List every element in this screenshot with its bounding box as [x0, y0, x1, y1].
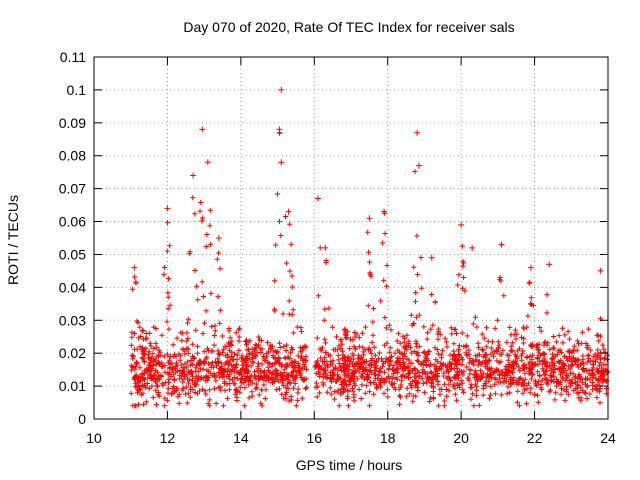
x-tick-label: 10 — [86, 430, 102, 446]
peak-point-marker — [164, 205, 171, 212]
y-tick-label: 0.03 — [59, 312, 86, 328]
peak-point-marker — [199, 126, 206, 133]
peak-point-marker — [546, 261, 553, 268]
chart-title: Day 070 of 2020, Rate Of TEC Index for r… — [183, 19, 514, 35]
peak-point-marker — [278, 159, 285, 166]
y-tick-label: 0.09 — [59, 115, 86, 131]
x-tick-label: 12 — [160, 430, 176, 446]
peak-point-marker — [215, 235, 222, 241]
y-axis-label: ROTI / TECUs — [5, 195, 21, 285]
peak-point-marker — [415, 162, 422, 169]
peak-point-marker — [131, 264, 138, 271]
peak-point-marker — [366, 215, 373, 222]
x-tick-label: 22 — [527, 430, 543, 446]
peak-point-marker — [314, 195, 321, 202]
peak-point-marker — [498, 241, 505, 248]
y-tick-label: 0.05 — [59, 246, 86, 262]
peak-point-marker — [414, 129, 421, 136]
roti-point-markers — [128, 130, 611, 409]
y-tick-label: 0 — [78, 411, 86, 427]
y-tick-label: 0.01 — [59, 378, 86, 394]
x-tick-label: 20 — [453, 430, 469, 446]
x-axis-label: GPS time / hours — [296, 457, 403, 473]
x-tick-label: 24 — [600, 430, 616, 446]
plot-frame — [93, 56, 609, 420]
y-tick-label: 0.08 — [59, 148, 86, 164]
peak-point-marker — [469, 244, 476, 251]
x-tick-label: 16 — [306, 430, 322, 446]
y-tick-label: 0.06 — [59, 214, 86, 230]
x-tick-label: 14 — [233, 430, 249, 446]
y-tick-label: 0.07 — [59, 181, 86, 197]
peak-point-marker — [285, 208, 292, 215]
peak-point-marker — [204, 159, 211, 166]
y-tick-label: 0.04 — [59, 279, 86, 295]
peak-point-marker — [428, 254, 435, 261]
peak-point-marker — [322, 244, 329, 251]
peak-point-marker — [597, 267, 604, 274]
axis-ticks: 0 0.01 0.02 0.03 0.04 0.05 0.06 0.07 0.08 0.09 0.1… — [59, 49, 616, 446]
peak-point-marker — [458, 221, 465, 228]
peak-point-marker — [190, 172, 197, 179]
y-tick-label: 0.11 — [60, 49, 86, 65]
data-points — [128, 86, 611, 409]
peak-point-marker — [278, 86, 285, 93]
x-tick-label: 18 — [380, 430, 396, 446]
peak-point-marker — [527, 264, 534, 271]
y-tick-label: 0.1 — [67, 82, 87, 98]
y-tick-label: 0.02 — [59, 345, 86, 361]
